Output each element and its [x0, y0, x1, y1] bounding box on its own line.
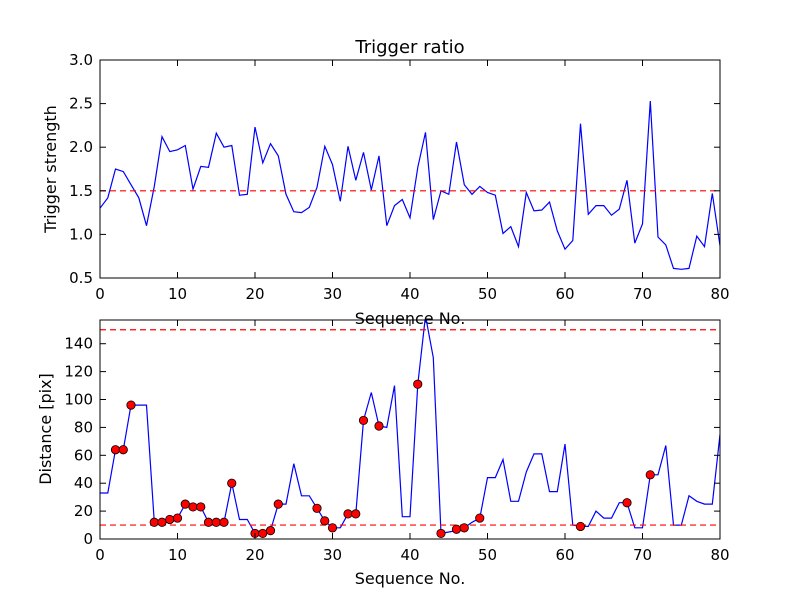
- data-marker: [436, 528, 446, 539]
- x-tick-label: 80: [710, 546, 729, 564]
- y-tick-label: 0: [83, 530, 93, 548]
- x-axis-label: Sequence No.: [355, 569, 466, 588]
- data-marker: [343, 509, 353, 519]
- x-tick-label: 70: [633, 285, 652, 303]
- y-tick-label: 40: [74, 474, 93, 492]
- data-marker: [645, 470, 655, 480]
- y-tick-label: 100: [64, 391, 93, 409]
- data-marker: [203, 517, 214, 527]
- x-axis-label: Sequence No.: [355, 309, 466, 328]
- series-line: [100, 320, 720, 535]
- series-line: [100, 100, 720, 270]
- x-tick-label: 30: [323, 285, 342, 303]
- data-marker: [622, 498, 632, 508]
- x-tick-label: 40: [400, 546, 419, 564]
- data-marker: [172, 513, 183, 523]
- y-tick-label: 0.5: [69, 269, 93, 287]
- x-tick-label: 0: [95, 285, 105, 303]
- data-marker: [219, 517, 229, 527]
- y-tick-label: 120: [64, 363, 93, 381]
- y-axis-label: Trigger strength: [41, 105, 60, 234]
- x-tick-label: 20: [245, 285, 264, 303]
- data-marker: [312, 503, 322, 513]
- y-tick-label: 60: [74, 446, 93, 464]
- y-tick-label: 140: [64, 335, 93, 353]
- data-marker: [165, 514, 175, 525]
- data-marker: [327, 523, 338, 533]
- data-marker: [374, 421, 384, 431]
- data-marker: [575, 521, 586, 532]
- x-tick-label: 50: [478, 285, 497, 303]
- y-tick-label: 1.0: [69, 225, 93, 243]
- data-marker: [358, 415, 369, 426]
- data-marker: [149, 517, 159, 527]
- data-marker: [180, 499, 190, 509]
- x-tick-label: 10: [168, 546, 187, 564]
- plot-content: [100, 320, 720, 535]
- data-marker: [413, 379, 423, 389]
- x-tick-label: 20: [245, 546, 264, 564]
- y-tick-label: 2.0: [69, 138, 93, 156]
- x-tick-label: 60: [555, 285, 574, 303]
- data-marker: [459, 523, 469, 533]
- x-tick-label: 40: [400, 285, 419, 303]
- data-marker: [320, 516, 330, 526]
- data-marker: [273, 499, 283, 509]
- y-tick-label: 1.5: [69, 182, 93, 200]
- data-marker: [265, 526, 276, 536]
- y-axis-label: Distance [pix]: [36, 373, 55, 485]
- distance-panel: Sequence No. Distance [pix] 0 10 20 30 40 50 6…: [36, 319, 730, 588]
- plot-content: [100, 100, 720, 270]
- data-marker: [118, 445, 128, 455]
- chart-title: Trigger ratio: [354, 37, 464, 58]
- data-marker: [451, 524, 462, 534]
- x-tick-label: 80: [710, 285, 729, 303]
- x-tick-label: 10: [168, 285, 187, 303]
- data-marker: [258, 528, 268, 539]
- y-tick-label: 20: [74, 502, 93, 520]
- x-tick-label: 30: [323, 546, 342, 564]
- trigger-ratio-panel: Trigger ratio Sequence No. Trigger stren…: [41, 37, 730, 328]
- y-tick-label: 80: [74, 418, 93, 436]
- data-marker: [211, 517, 221, 527]
- data-marker: [126, 400, 136, 410]
- data-marker: [475, 513, 485, 523]
- x-tick-label: 60: [555, 546, 574, 564]
- y-tick-label: 3.0: [69, 51, 93, 69]
- data-marker: [110, 445, 121, 455]
- y-tick-label: 2.5: [69, 95, 93, 113]
- data-marker: [157, 517, 167, 527]
- data-marker: [196, 502, 206, 512]
- data-marker: [227, 478, 237, 488]
- x-tick-label: 50: [478, 546, 497, 564]
- data-marker: [351, 509, 361, 519]
- x-tick-label: 0: [95, 546, 105, 564]
- x-tick-label: 70: [633, 546, 652, 564]
- data-marker: [188, 502, 198, 512]
